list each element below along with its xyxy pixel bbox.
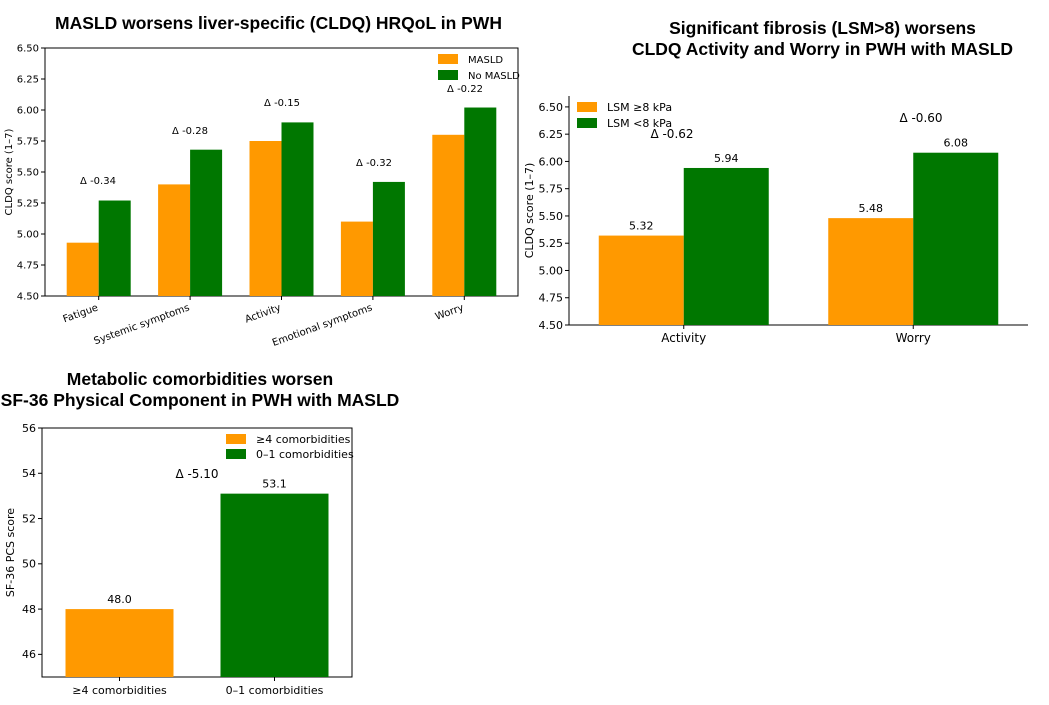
bar-lsm-8-kpa: [828, 218, 914, 325]
y-tick-label: 6.25: [539, 128, 564, 141]
bar-masld: [432, 134, 465, 296]
y-tick-label: 5.50: [539, 210, 564, 223]
y-tick-label: 5.25: [539, 237, 564, 250]
legend-label: MASLD: [468, 55, 503, 66]
legend-swatch: [226, 449, 246, 459]
legend-swatch: [438, 54, 458, 64]
y-axis-label: CLDQ score (1–7): [4, 128, 15, 215]
y-tick-label: 5.00: [539, 264, 564, 277]
y-tick-label: 6.00: [17, 106, 39, 117]
chart-panel-cldq-masld: MASLD worsens liver-specific (CLDQ) HRQo…: [0, 0, 530, 350]
bar-masld: [249, 141, 282, 296]
x-tick-label: Emotional symptoms: [271, 302, 374, 348]
y-tick-label: 56: [22, 422, 36, 435]
y-axis-label: SF-36 PCS score: [4, 508, 17, 597]
y-axis-label: CLDQ score (1–7): [523, 163, 536, 259]
x-tick-label: Worry: [434, 302, 465, 322]
delta-annotation: Δ -0.62: [650, 127, 693, 141]
delta-annotation: Δ -0.28: [172, 126, 208, 137]
chart-panel-sf36: Metabolic comorbidities worsen SF-36 Phy…: [0, 358, 400, 705]
x-tick-label: 0–1 comorbidities: [226, 684, 324, 697]
legend-label: ≥4 comorbidities: [256, 433, 351, 446]
bar-0-1-comorbidities: [220, 493, 329, 677]
x-tick-label: Systemic symptoms: [92, 302, 191, 347]
bar-no-masld: [190, 149, 223, 296]
legend-swatch: [226, 434, 246, 444]
data-label: 5.32: [629, 220, 654, 233]
delta-annotation: Δ -0.15: [264, 98, 300, 109]
chart-title: Metabolic comorbidities worsen SF-36 Phy…: [0, 369, 400, 410]
x-tick-label: ≥4 comorbidities: [72, 684, 167, 697]
bar--4-comorbidities: [65, 609, 174, 677]
legend-label: No MASLD: [468, 71, 520, 82]
bar-no-masld: [98, 200, 131, 296]
bar-lsm-8-kpa: [683, 167, 769, 325]
bar-no-masld: [372, 181, 405, 296]
x-tick-label: Activity: [244, 302, 283, 325]
bar-masld: [340, 221, 373, 296]
y-tick-label: 5.25: [17, 199, 39, 210]
x-tick-label: Fatigue: [62, 302, 100, 325]
y-tick-label: 54: [22, 467, 36, 480]
bar-lsm-8-kpa: [913, 152, 999, 325]
bar-no-masld: [281, 122, 314, 297]
y-tick-label: 6.50: [539, 101, 564, 114]
y-tick-label: 6.50: [17, 44, 39, 55]
y-tick-label: 4.50: [539, 319, 564, 332]
data-label: 5.94: [714, 152, 739, 165]
y-tick-label: 48: [22, 603, 36, 616]
y-tick-label: 4.75: [539, 292, 564, 305]
axes-frame: [41, 427, 353, 678]
y-tick-label: 50: [22, 558, 36, 571]
delta-annotation: Δ -0.60: [899, 111, 942, 125]
legend-swatch: [438, 70, 458, 80]
x-tick-label: Worry: [896, 331, 931, 345]
data-label: 48.0: [107, 593, 132, 606]
data-label: 6.08: [944, 137, 969, 150]
y-tick-label: 5.75: [539, 183, 564, 196]
delta-annotation: Δ -5.10: [175, 467, 218, 481]
y-tick-label: 46: [22, 648, 36, 661]
y-tick-label: 5.50: [17, 168, 39, 179]
bar-masld: [66, 242, 99, 296]
legend-swatch: [577, 102, 597, 112]
y-tick-label: 52: [22, 512, 36, 525]
bar-lsm-8-kpa: [598, 235, 684, 325]
data-label: 53.1: [262, 478, 287, 491]
chart-title: MASLD worsens liver-specific (CLDQ) HRQo…: [55, 13, 502, 33]
delta-annotation: Δ -0.22: [447, 84, 483, 95]
y-tick-label: 4.50: [17, 292, 39, 303]
y-tick-label: 6.25: [17, 75, 39, 86]
legend-label: LSM <8 kPa: [607, 117, 672, 130]
legend-label: 0–1 comorbidities: [256, 448, 354, 461]
legend-label: LSM ≥8 kPa: [607, 101, 672, 114]
y-tick-label: 5.75: [17, 137, 39, 148]
legend-swatch: [577, 118, 597, 128]
chart-sf36: 46 48 50 52 54 56 SF-36 PCS score 48.0 ≥4 comorb…: [4, 422, 354, 697]
bar-no-masld: [464, 107, 497, 297]
y-tick-label: 6.00: [539, 155, 564, 168]
x-tick-label: Activity: [661, 331, 706, 345]
chart-panel-fibrosis: Significant fibrosis (LSM>8) worsens CLD…: [520, 0, 1049, 350]
y-tick-label: 5.00: [17, 230, 39, 241]
delta-annotation: Δ -0.34: [80, 176, 116, 187]
data-label: 5.48: [859, 202, 884, 215]
chart-title: Significant fibrosis (LSM>8) worsens CLD…: [631, 18, 1014, 59]
chart-fibrosis: 4.50 4.75 5.00 5.25 5.50 5.75 6.00 6.25 6.50 CLDQ…: [523, 96, 1028, 345]
bar-masld: [158, 184, 191, 296]
chart-cldq-masld: 4.50 4.75 5.00 5.25 5.50 5.75 6.00 6.25 6.50 CLDQ…: [4, 44, 520, 349]
delta-annotation: Δ -0.32: [356, 158, 392, 169]
y-tick-label: 4.75: [17, 261, 39, 272]
